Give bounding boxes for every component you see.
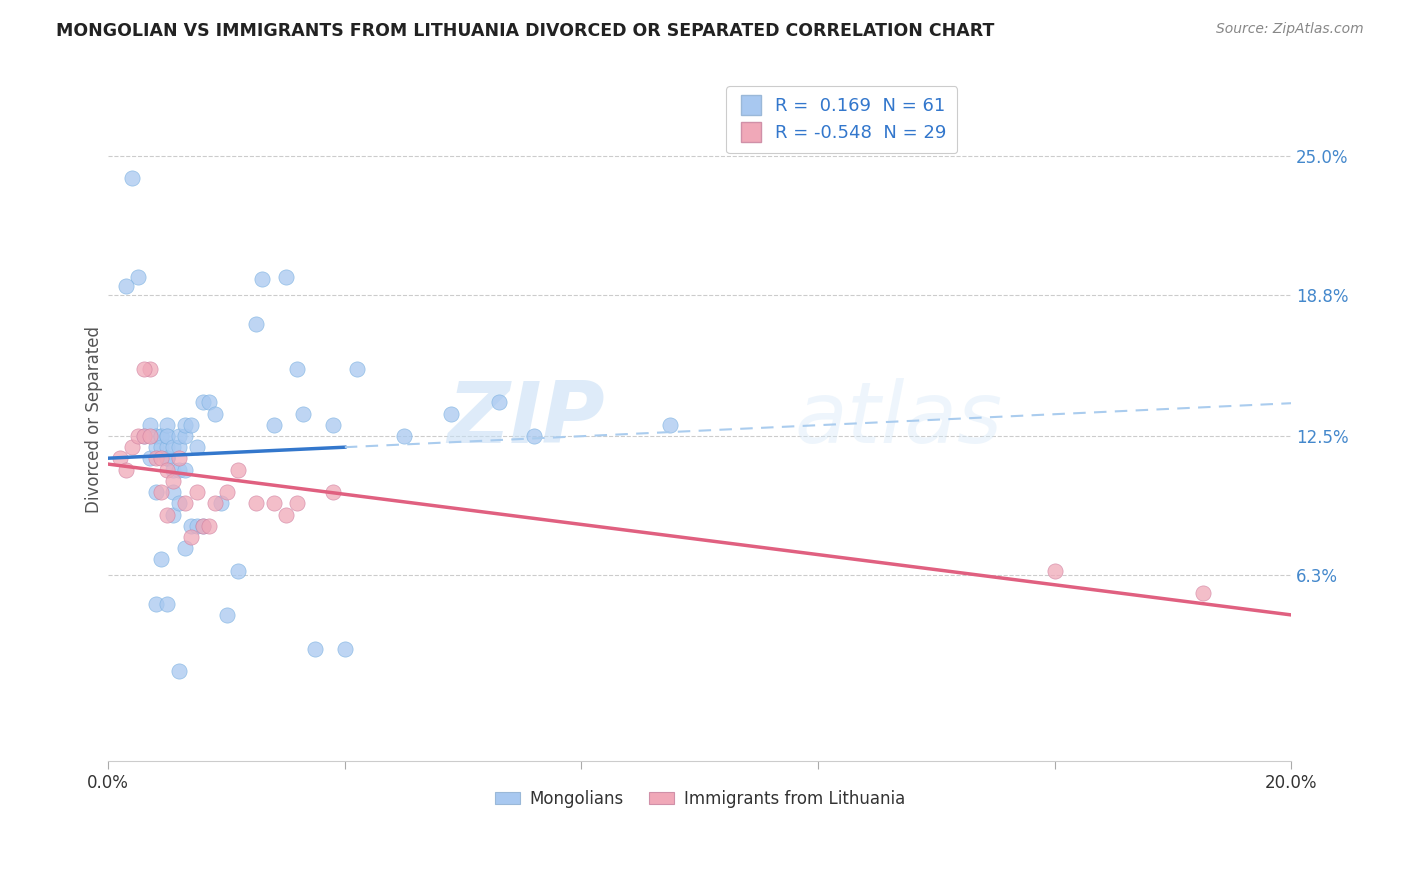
Point [156, 508, 179, 522]
Point [156, 451, 179, 466]
Point [245, 496, 267, 510]
Point [132, 429, 155, 443]
Point [138, 361, 160, 376]
Point [180, 518, 202, 533]
Point [191, 395, 214, 409]
Point [174, 463, 197, 477]
Point [186, 440, 208, 454]
Point [156, 429, 179, 443]
Point [440, 407, 463, 421]
Point [156, 417, 179, 432]
Point [150, 451, 173, 466]
Point [150, 440, 173, 454]
Point [162, 485, 184, 500]
Point [108, 451, 131, 466]
Point [150, 485, 173, 500]
Point [204, 407, 226, 421]
Point [162, 463, 184, 477]
Point [1043, 564, 1066, 578]
Point [162, 474, 184, 488]
Point [132, 429, 155, 443]
Point [180, 530, 202, 544]
Legend: Mongolians, Immigrants from Lithuania: Mongolians, Immigrants from Lithuania [488, 783, 911, 814]
Point [156, 597, 179, 611]
Point [263, 496, 285, 510]
Point [156, 440, 179, 454]
Point [150, 429, 173, 443]
Point [1191, 586, 1213, 600]
Point [174, 429, 197, 443]
Point [156, 463, 179, 477]
Point [274, 508, 297, 522]
Point [346, 361, 368, 376]
Point [145, 597, 167, 611]
Point [292, 407, 315, 421]
Point [127, 269, 149, 284]
Point [156, 451, 179, 466]
Text: MONGOLIAN VS IMMIGRANTS FROM LITHUANIA DIVORCED OR SEPARATED CORRELATION CHART: MONGOLIAN VS IMMIGRANTS FROM LITHUANIA D… [56, 22, 994, 40]
Point [167, 440, 190, 454]
Point [156, 429, 179, 443]
Text: ZIP: ZIP [447, 377, 605, 461]
Point [250, 272, 273, 286]
Point [523, 429, 546, 443]
Point [263, 417, 285, 432]
Point [245, 317, 267, 331]
Point [186, 518, 208, 533]
Point [174, 417, 197, 432]
Y-axis label: Divorced or Separated: Divorced or Separated [86, 326, 103, 513]
Point [197, 395, 219, 409]
Point [138, 429, 160, 443]
Point [145, 485, 167, 500]
Point [488, 395, 510, 409]
Point [167, 463, 190, 477]
Point [174, 496, 197, 510]
Point [138, 417, 160, 432]
Point [197, 518, 219, 533]
Point [115, 463, 138, 477]
Point [180, 417, 202, 432]
Point [132, 361, 155, 376]
Point [304, 642, 326, 657]
Point [186, 485, 208, 500]
Point [228, 463, 250, 477]
Point [121, 440, 143, 454]
Point [167, 665, 190, 679]
Point [209, 496, 232, 510]
Point [228, 564, 250, 578]
Point [138, 451, 160, 466]
Point [150, 429, 173, 443]
Point [167, 451, 190, 466]
Point [659, 417, 682, 432]
Point [191, 518, 214, 533]
Point [287, 496, 309, 510]
Point [333, 642, 356, 657]
Point [127, 429, 149, 443]
Point [274, 269, 297, 284]
Point [322, 485, 344, 500]
Text: Source: ZipAtlas.com: Source: ZipAtlas.com [1216, 22, 1364, 37]
Point [145, 429, 167, 443]
Point [392, 429, 415, 443]
Point [150, 552, 173, 566]
Point [204, 496, 226, 510]
Point [121, 171, 143, 186]
Point [167, 429, 190, 443]
Point [145, 440, 167, 454]
Point [287, 361, 309, 376]
Point [145, 451, 167, 466]
Point [167, 496, 190, 510]
Point [115, 279, 138, 293]
Point [156, 451, 179, 466]
Point [322, 417, 344, 432]
Point [162, 440, 184, 454]
Text: atlas: atlas [794, 377, 1002, 461]
Point [174, 541, 197, 556]
Point [162, 508, 184, 522]
Point [215, 608, 238, 623]
Point [215, 485, 238, 500]
Point [191, 518, 214, 533]
